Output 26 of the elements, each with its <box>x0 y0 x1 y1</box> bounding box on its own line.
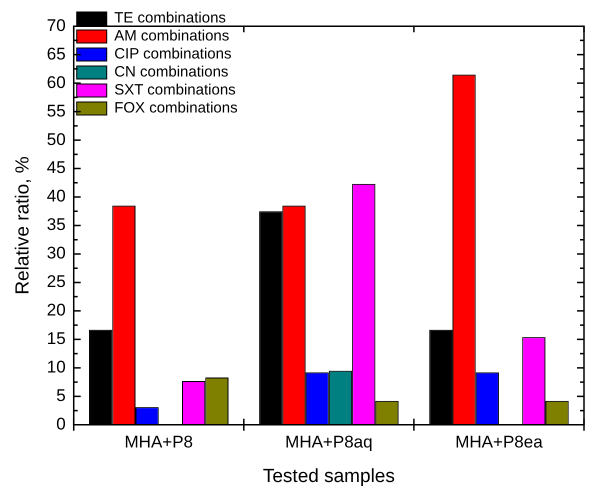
y-tick-label: 50 <box>46 130 66 149</box>
y-tick-label: 15 <box>46 329 66 348</box>
y-tick-label: 60 <box>46 72 66 92</box>
legend-label: TE combinations <box>114 10 226 27</box>
legend-label: SXT combinations <box>114 82 236 99</box>
x-axis-title: Tested samples <box>262 466 395 487</box>
y-tick-label: 30 <box>46 244 66 263</box>
y-tick-label: 20 <box>46 300 66 320</box>
y-tick-label: 65 <box>46 44 66 64</box>
x-tick-label: MHA+P8 <box>124 432 194 452</box>
y-axis-title: Relative ratio, % <box>12 156 34 295</box>
y-tick-label: 45 <box>46 158 66 178</box>
legend-label: AM combinations <box>114 28 230 45</box>
x-tick-label: MHA+P8aq <box>285 432 373 452</box>
legend-label: FOX combinations <box>114 100 238 117</box>
legend-label: CIP combinations <box>114 46 232 63</box>
y-tick-label: 5 <box>56 386 66 406</box>
y-tick-label: 0 <box>56 414 66 434</box>
x-tick-label: MHA+P8ea <box>455 432 544 452</box>
y-tick-label: 25 <box>46 272 66 292</box>
y-tick-label: 40 <box>46 186 66 206</box>
legend-label: CN combinations <box>114 64 228 81</box>
y-tick-label: 55 <box>46 101 66 120</box>
y-tick-label: 35 <box>46 215 66 234</box>
y-tick-label: 70 <box>46 16 66 35</box>
y-tick-label: 10 <box>46 358 66 377</box>
